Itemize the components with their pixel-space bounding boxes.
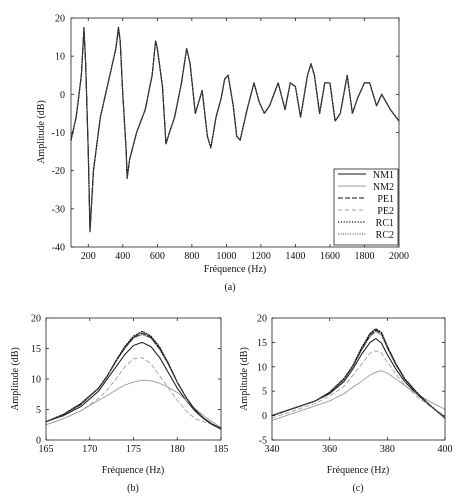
- legend-label-pe1: PE1: [377, 194, 394, 205]
- series-line-c-pe2: [271, 350, 446, 419]
- y-tick-label-c: 5: [262, 387, 267, 398]
- series-group-b: [45, 330, 222, 430]
- series-line-c-rc1: [271, 328, 446, 419]
- x-tick-label-b: 175: [126, 444, 141, 455]
- series-group-c: [271, 328, 446, 421]
- y-tick-label-a: -20: [52, 166, 65, 177]
- y-tick-label-c: 10: [257, 362, 267, 373]
- x-tick-label-a: 600: [150, 251, 165, 262]
- y-tick-label-a: -40: [52, 243, 65, 254]
- series-line-b-rc2: [45, 334, 222, 430]
- y-tick-label-b: 20: [31, 314, 41, 325]
- ticks-c: 340 360 380 400 -5 0 5 10 15 20: [257, 314, 453, 456]
- y-axis-label-a: Amplitude (dB): [36, 100, 47, 164]
- y-tick-label-b: 0: [36, 436, 41, 447]
- chart-panel-a: 200 400 600 800 1000 1200 1400 1600 1800 2000-40-…: [36, 14, 409, 294]
- y-tick-label-c: -5: [259, 436, 267, 447]
- x-tick-label-a: 1400: [285, 251, 305, 262]
- x-tick-label-c: 360: [322, 444, 337, 455]
- legend-label-pe2: PE2: [377, 206, 394, 217]
- x-tick-label-b: 170: [82, 444, 97, 455]
- ticks-a: 200 400 600 800 1000 1200 1400 1600 1800 2000-40-…: [52, 14, 409, 263]
- y-tick-label-a: -10: [52, 128, 65, 139]
- x-tick-label-a: 400: [115, 251, 130, 262]
- x-tick-label-b: 185: [214, 444, 229, 455]
- x-tick-label-a: 1800: [354, 251, 374, 262]
- y-tick-label-c: 0: [262, 411, 267, 422]
- series-line-b-rc1: [45, 330, 222, 430]
- chart-panel-c: 340 360 380 400 -5 0 5 10 15 20 Fréquence (Hz) Am…: [239, 314, 453, 495]
- y-tick-label-c: 20: [257, 314, 267, 325]
- legend-label-rc1: RC1: [376, 218, 394, 229]
- x-tick-label-c: 340: [265, 444, 280, 455]
- x-axis-label-b: Fréquence (Hz): [102, 465, 164, 476]
- y-tick-label-a: 20: [55, 14, 65, 25]
- legend-box: [333, 168, 399, 246]
- x-tick-label-a: 1000: [216, 251, 236, 262]
- y-tick-label-c: 15: [257, 338, 267, 349]
- x-tick-label-a: 800: [184, 251, 199, 262]
- caption-b: (b): [127, 483, 139, 494]
- y-tick-label-a: 0: [60, 90, 65, 101]
- series-line-b-pe2: [45, 357, 222, 429]
- y-axis-label-b: Amplitude (dB): [10, 347, 21, 411]
- x-tick-label-a: 1600: [320, 251, 340, 262]
- plot-frame-c: [271, 317, 446, 441]
- x-tick-label-b: 180: [170, 444, 185, 455]
- series-line-b-nm1: [45, 341, 222, 430]
- x-axis-label-a: Fréquence (Hz): [204, 264, 266, 275]
- series-line-c-nm1: [271, 338, 446, 419]
- series-line-c-rc2: [271, 331, 446, 419]
- chart-panel-b: 165 170 175 180 185 0 5 10 15 20 Fréquence (Hz) A…: [10, 314, 229, 495]
- y-tick-label-b: 10: [31, 375, 41, 386]
- ticks-b: 165 170 175 180 185 0 5 10 15 20: [31, 314, 229, 456]
- x-tick-label-a: 2000: [389, 251, 409, 262]
- caption-c: (c): [352, 483, 363, 494]
- series-line-b-pe1: [45, 332, 222, 429]
- y-tick-label-b: 5: [36, 405, 41, 416]
- caption-a: (a): [224, 282, 235, 293]
- legend-label-nm2: NM2: [373, 182, 394, 193]
- x-tick-label-c: 400: [438, 444, 453, 455]
- series-line-a-rc2: [70, 29, 400, 233]
- x-tick-label-b: 165: [39, 444, 54, 455]
- legend-label-nm1: NM1: [373, 170, 394, 181]
- x-axis-label-c: Fréquence (Hz): [327, 465, 389, 476]
- x-tick-label-c: 380: [380, 444, 395, 455]
- series-line-c-pe1: [271, 329, 446, 419]
- legend-label-rc2: RC2: [376, 230, 394, 241]
- series-line-b-nm2: [45, 379, 222, 429]
- series-group-a: [70, 26, 400, 233]
- x-tick-label-a: 1200: [251, 251, 271, 262]
- y-tick-label-b: 15: [31, 344, 41, 355]
- y-tick-label-a: 10: [55, 52, 65, 63]
- x-tick-label-a: 200: [81, 251, 96, 262]
- y-tick-label-a: -30: [52, 204, 65, 215]
- y-axis-label-c: Amplitude (dB): [239, 347, 250, 411]
